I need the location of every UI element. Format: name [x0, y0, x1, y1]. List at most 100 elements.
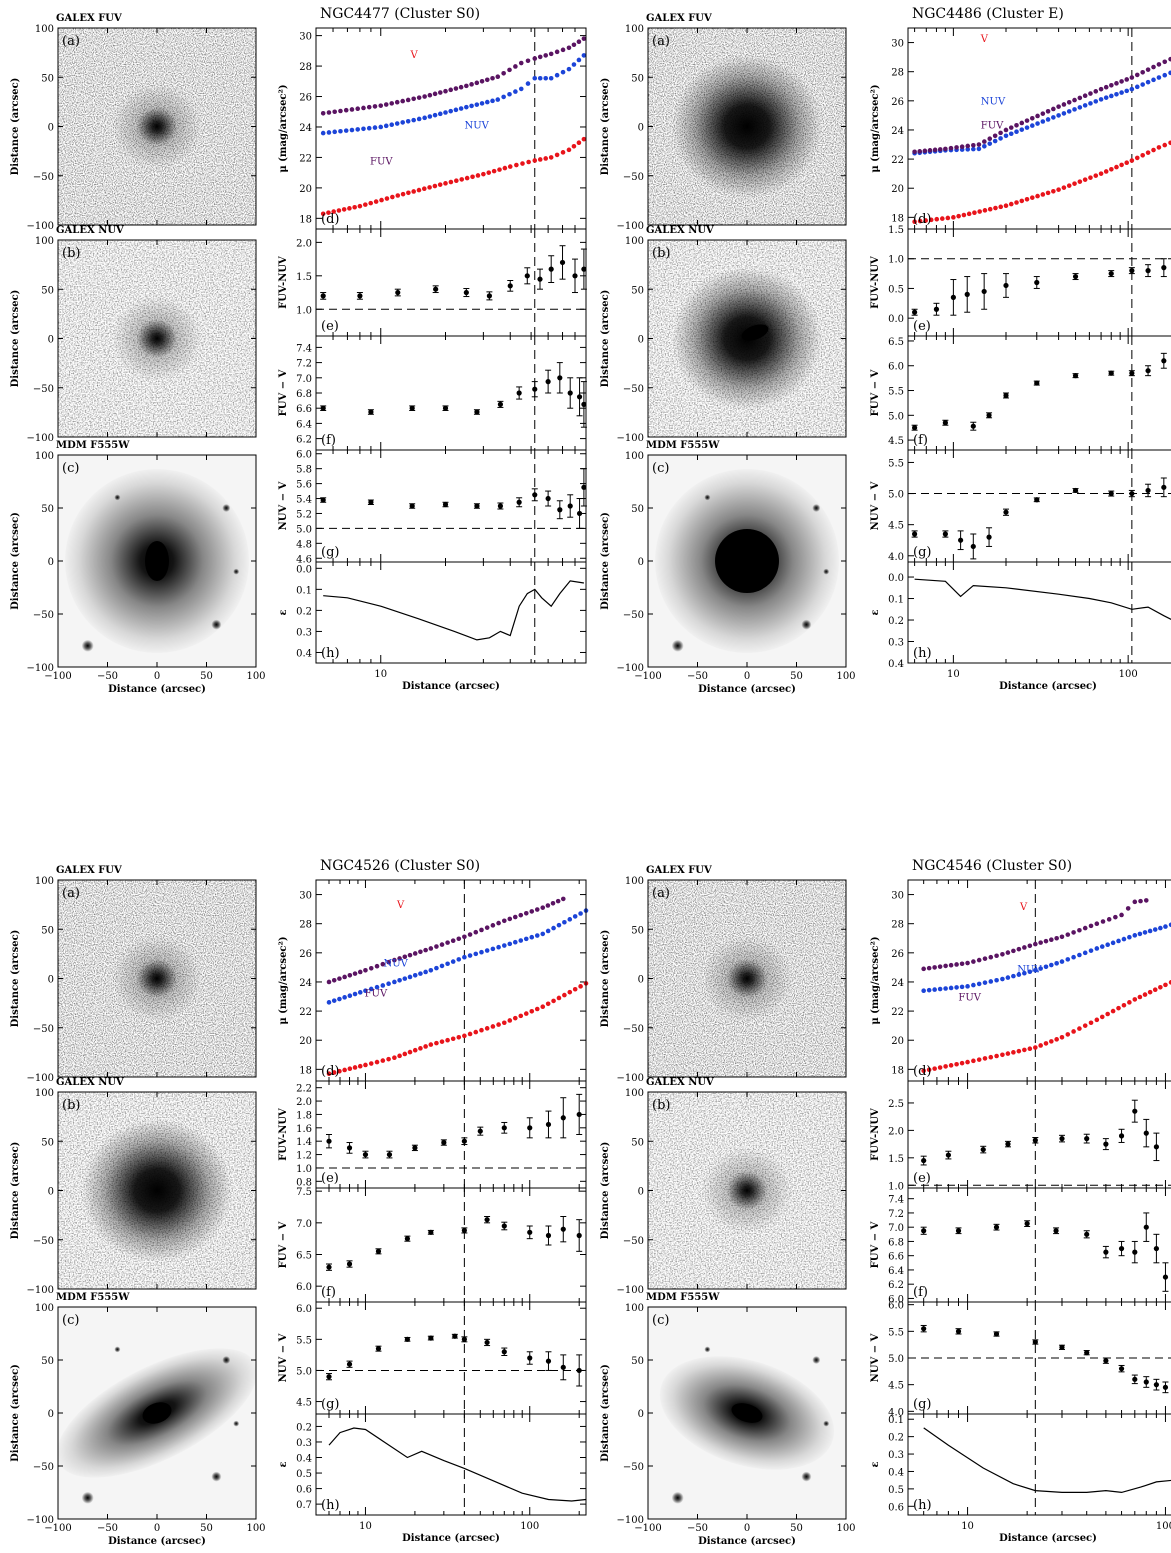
sb-point-nuv — [412, 972, 418, 978]
sb-point-nuv — [1043, 964, 1049, 970]
sb-point-v — [537, 157, 543, 162]
galaxy-core — [702, 935, 792, 1022]
sb-point-nuv — [469, 103, 474, 109]
image-ylabel: Distance (arcsec) — [10, 78, 21, 176]
ytick-label: 0.2 — [296, 606, 312, 617]
sb-point-v — [923, 218, 928, 223]
sb-point-v — [972, 210, 977, 215]
sb-point-nuv — [337, 996, 342, 1002]
sb-point-v — [357, 203, 363, 209]
image-panel-nuv: GALEX NUV (b) 100 50 0 −50 −100 Distance (arcse… — [10, 1077, 257, 1296]
image-ytick-label: 100 — [35, 451, 54, 462]
image-panel-title: GALEX NUV — [646, 225, 714, 236]
color-point — [1153, 1144, 1159, 1150]
color-point — [1072, 273, 1079, 280]
sb-point-v — [545, 1001, 551, 1007]
sb-point-fuv — [943, 146, 948, 152]
ytick-label: 0.0 — [888, 573, 904, 584]
ytick-label: 26 — [299, 93, 312, 104]
sb-point-v — [1162, 142, 1168, 148]
ytick-label: 1.8 — [296, 1110, 312, 1121]
color-point — [912, 309, 918, 315]
sb-point-nuv — [1162, 72, 1168, 78]
sb-point-nuv — [551, 925, 556, 931]
ytick-label: 6.2 — [888, 1280, 904, 1291]
sb-point-fuv — [943, 963, 948, 969]
color-point — [461, 1138, 467, 1144]
sb-point-v — [912, 219, 917, 225]
sb-point-v — [1142, 992, 1148, 997]
sb-point-fuv — [566, 45, 572, 51]
sb-point-fuv — [545, 903, 551, 908]
sb-point-v — [998, 204, 1004, 210]
sb-point-nuv — [560, 69, 566, 75]
panel-sb: 18 20 22 24 26 28 30 V NUV FUV (d) μ (mag/arcsec²) — [870, 27, 1171, 230]
color-point — [442, 405, 449, 411]
sb-point-v — [507, 1018, 513, 1023]
panel-ylabel: NUV − V — [278, 481, 289, 530]
panel-eps: 0.1 0.2 0.3 0.4 0.5 0.6 (h) ε — [870, 1413, 1171, 1516]
sb-point-fuv — [554, 49, 560, 55]
sb-point-fuv — [571, 42, 577, 48]
panel-letter: (d) — [321, 212, 339, 227]
sb-point-nuv — [1109, 93, 1114, 99]
sb-point-v — [390, 194, 395, 200]
sb-point-fuv — [1088, 923, 1094, 929]
color-point — [507, 283, 513, 289]
panel-ylabel: FUV − V — [870, 1221, 881, 1268]
image-xtick-label: 0 — [744, 671, 750, 682]
image-xtick-label: 0 — [744, 1523, 750, 1534]
sb-point-fuv — [402, 954, 408, 960]
chart-title: NGC4477 (Cluster S0) — [320, 6, 480, 22]
chart-3: NGC4526 (Cluster S0) 18 20 22 24 26 28 30 V NUV FU… — [278, 858, 589, 1544]
sb-point-fuv — [464, 83, 469, 89]
color-point — [986, 534, 992, 540]
ytick-label: 0.4 — [296, 1454, 312, 1465]
sb-point-v — [454, 178, 459, 184]
series-label-nuv: NUV — [1017, 964, 1042, 975]
sb-point-fuv — [416, 95, 422, 100]
color-point — [474, 409, 480, 415]
sb-point-v — [331, 1070, 337, 1075]
color-point — [545, 379, 551, 385]
sb-point-nuv — [448, 108, 454, 114]
image-ytick-label: −100 — [27, 1073, 54, 1084]
image-ytick-label: 0 — [48, 557, 54, 568]
sb-point-nuv — [501, 94, 506, 100]
color-point — [1003, 509, 1009, 515]
panel-letter: (g) — [913, 545, 931, 560]
image-ylabel: Distance (arcsec) — [600, 1364, 611, 1462]
sb-point-nuv — [394, 121, 400, 126]
sb-point-v — [432, 183, 438, 189]
sb-point-fuv — [434, 944, 439, 949]
color-point — [1059, 1136, 1065, 1142]
sb-point-fuv — [1051, 106, 1056, 112]
sb-point-v — [423, 1044, 428, 1049]
sb-point-v — [1132, 997, 1138, 1002]
sb-point-v — [572, 986, 578, 992]
image-ytick-label: 0 — [48, 335, 54, 346]
sb-point-fuv — [386, 959, 391, 965]
sb-point-v — [520, 161, 525, 166]
sb-point-nuv — [1029, 123, 1035, 128]
xtick-label: 10 — [961, 1521, 974, 1532]
image-ytick-label: −100 — [27, 663, 54, 674]
sb-point-nuv — [1040, 119, 1046, 124]
sb-point-v — [1088, 175, 1093, 180]
image-ytick-label: 0 — [48, 123, 54, 134]
sb-point-v — [548, 155, 554, 160]
star — [823, 568, 830, 575]
color-point — [567, 390, 573, 396]
ytick-label: 6.6 — [888, 1252, 904, 1263]
sb-point-nuv — [567, 917, 573, 922]
sb-point-fuv — [1113, 914, 1118, 920]
sb-point-nuv — [1121, 936, 1127, 942]
star — [823, 1420, 830, 1427]
ytick-label: 18 — [299, 214, 312, 225]
sb-point-v — [1119, 162, 1124, 168]
sb-point-nuv — [1059, 959, 1065, 964]
image-xlabel: Distance (arcsec) — [108, 684, 206, 695]
sb-point-fuv — [1125, 906, 1131, 911]
sb-point-nuv — [378, 124, 384, 130]
sb-point-v — [1043, 1041, 1049, 1046]
